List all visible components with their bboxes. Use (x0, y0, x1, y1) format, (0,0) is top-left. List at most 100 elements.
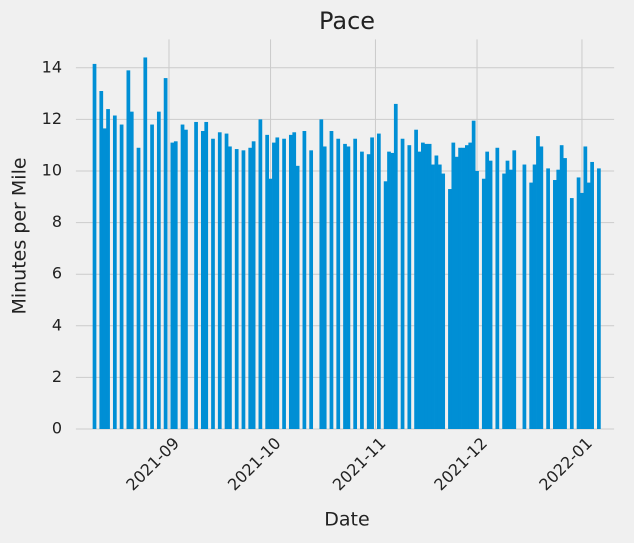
bar (275, 137, 280, 429)
bar (309, 150, 314, 429)
bar (539, 146, 544, 429)
bar (505, 160, 510, 429)
bar (282, 138, 286, 429)
bar (180, 124, 185, 429)
bar (163, 78, 168, 429)
bar (302, 130, 307, 430)
bar (421, 142, 425, 430)
bar (437, 164, 442, 429)
bar (495, 147, 500, 429)
bar (390, 152, 395, 429)
bar (407, 145, 412, 429)
bar (194, 121, 198, 430)
bar (586, 182, 591, 429)
chart-title: Pace (319, 7, 375, 35)
y-tick-label: 2 (52, 367, 62, 386)
bar (92, 63, 97, 430)
bar (99, 91, 104, 429)
bar (597, 168, 601, 429)
bar (431, 164, 435, 429)
bar (465, 145, 469, 429)
x-tick-label: 2021-11 (329, 434, 390, 495)
bar (322, 146, 327, 429)
bar (512, 150, 517, 429)
bar (292, 132, 297, 429)
bar (329, 130, 334, 430)
bar (383, 181, 388, 429)
bar (136, 147, 141, 429)
bar (173, 141, 178, 429)
bar (461, 147, 466, 429)
bar (441, 173, 446, 429)
bar (481, 178, 486, 429)
bar (251, 141, 256, 429)
bar (576, 177, 581, 429)
bar (468, 142, 473, 430)
bar (353, 138, 358, 429)
bar (580, 192, 584, 429)
y-tick-label: 8 (52, 212, 62, 231)
y-tick-label: 4 (52, 315, 62, 334)
bar (522, 164, 527, 429)
x-tick-label: 2021-09 (122, 434, 183, 495)
x-tick-label: 2022-01 (535, 434, 596, 495)
bar (559, 145, 564, 429)
y-tick-label: 14 (42, 57, 62, 76)
bar (217, 132, 222, 429)
x-tick-label: 2021-12 (430, 434, 491, 495)
bar (143, 57, 148, 429)
bar (454, 156, 459, 429)
bar (224, 133, 229, 429)
bar (488, 160, 493, 429)
bar (360, 151, 364, 430)
bar (126, 70, 131, 430)
bar (458, 147, 462, 429)
bar (583, 146, 588, 429)
x-tick-label: 2021-10 (224, 434, 285, 495)
bar (200, 130, 205, 430)
y-tick-label: 6 (52, 264, 62, 283)
bar (295, 165, 300, 430)
bar (184, 129, 188, 429)
bar (475, 170, 479, 429)
bar (370, 137, 374, 429)
bar (248, 147, 253, 429)
bar (424, 143, 429, 429)
bar (448, 189, 452, 429)
bar (556, 169, 561, 429)
bar (319, 119, 324, 430)
bar (563, 158, 567, 429)
bar (228, 146, 232, 429)
bar (346, 146, 351, 429)
y-axis-label: Minutes per Mile (9, 157, 31, 314)
bar (156, 111, 161, 429)
bar (485, 151, 490, 430)
bar (414, 129, 418, 429)
bar (204, 121, 209, 430)
bar (150, 124, 154, 429)
bar (387, 151, 391, 430)
bar (336, 138, 341, 429)
bar (509, 169, 513, 429)
bar (265, 134, 270, 429)
bar (272, 142, 276, 430)
bar (170, 142, 175, 430)
bar (288, 134, 293, 429)
bar (400, 138, 405, 429)
bar (268, 178, 273, 429)
bar (258, 119, 263, 430)
bar (569, 198, 574, 429)
bar (112, 115, 117, 429)
bar (427, 143, 432, 429)
bar (536, 136, 540, 429)
bar (434, 155, 439, 429)
bar (102, 128, 107, 430)
bar (241, 150, 246, 429)
bar (532, 164, 537, 429)
bar (529, 182, 534, 429)
bar (471, 120, 476, 430)
x-axis-label: Date (324, 509, 369, 531)
bar (393, 103, 398, 429)
bar (546, 168, 550, 429)
